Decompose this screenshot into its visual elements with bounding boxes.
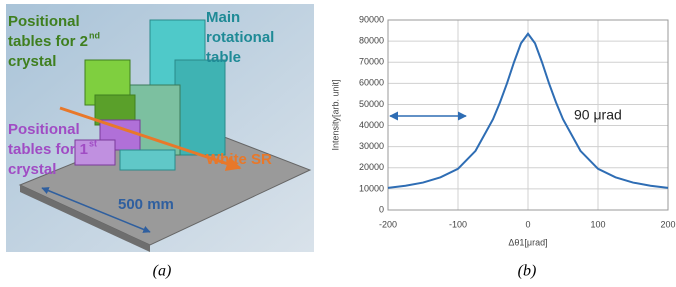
y-tick-label: 10000 xyxy=(359,183,384,193)
y-tick-label: 40000 xyxy=(359,120,384,130)
image-label: Main xyxy=(206,9,240,26)
x-tick-label: 200 xyxy=(660,219,675,229)
image-label-sup: st xyxy=(89,138,97,148)
image-label-sup: nd xyxy=(89,30,100,40)
image-label: crystal xyxy=(8,53,56,70)
image-label: Positional xyxy=(8,121,80,138)
image-label: crystal xyxy=(8,161,56,178)
annotation: 90 μrad xyxy=(574,107,622,123)
x-axis-label: Δθ1[μrad] xyxy=(508,237,547,247)
page: Positional tables for 2nd crystal Main rotat… xyxy=(0,0,676,287)
y-tick-label: 60000 xyxy=(359,78,384,88)
x-tick-label: -100 xyxy=(449,219,467,229)
figure: Positional tables for 2nd crystal Main rotat… xyxy=(0,0,676,287)
image-label: White SR xyxy=(206,151,272,168)
image-label: rotational xyxy=(206,29,274,46)
y-tick-label: 90000 xyxy=(359,14,384,24)
x-tick-label: 0 xyxy=(525,219,530,229)
caption: (b) xyxy=(518,263,537,280)
image-label: Positional xyxy=(8,13,80,30)
y-axis-label: Intensity[arb. unit] xyxy=(330,79,340,150)
y-tick-label: 70000 xyxy=(359,57,384,67)
y-tick-label: 0 xyxy=(379,204,384,214)
y-tick-label: 30000 xyxy=(359,141,384,151)
image-label: tables for 1 xyxy=(8,141,88,158)
image-label: 500 mm xyxy=(118,196,174,213)
image-label: tables for 2 xyxy=(8,33,88,50)
caption: (a) xyxy=(153,263,172,280)
y-tick-label: 50000 xyxy=(359,99,384,109)
y-tick-label: 20000 xyxy=(359,162,384,172)
image-label: table xyxy=(206,49,241,66)
x-tick-label: 100 xyxy=(590,219,605,229)
y-tick-label: 80000 xyxy=(359,35,384,45)
x-tick-label: -200 xyxy=(379,219,397,229)
